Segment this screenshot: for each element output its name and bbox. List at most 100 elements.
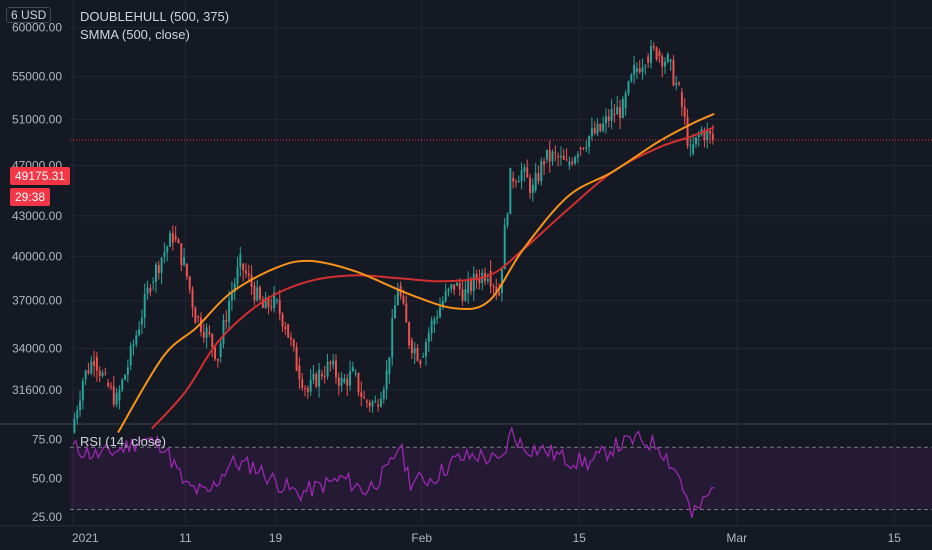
candle-body xyxy=(388,357,391,374)
candle-body xyxy=(253,285,256,301)
candle-body xyxy=(576,154,579,158)
candle-body xyxy=(579,147,582,149)
candle-body xyxy=(568,161,571,166)
candle-body xyxy=(177,239,180,244)
candle-body xyxy=(259,287,262,300)
candle-body xyxy=(363,396,366,399)
candle-body xyxy=(652,46,655,48)
candle-body xyxy=(391,318,394,358)
candle-body xyxy=(371,402,374,407)
candle-body xyxy=(183,257,186,266)
candle-body xyxy=(582,148,585,150)
candle-body xyxy=(315,374,318,387)
candle-body xyxy=(214,347,217,359)
candle-body xyxy=(489,270,492,287)
candle-body xyxy=(523,167,526,172)
candle-body xyxy=(571,161,574,164)
candle-body xyxy=(180,243,183,266)
candle-body xyxy=(211,333,214,348)
candle-body xyxy=(81,380,84,401)
smma-legend[interactable]: SMMA (500, close) xyxy=(80,27,190,42)
candle-body xyxy=(666,54,669,62)
candle-body xyxy=(529,177,532,193)
candle-body xyxy=(422,356,425,358)
rsi-legend[interactable]: RSI (14, close) xyxy=(80,434,166,449)
candle-body xyxy=(149,287,152,293)
candle-body xyxy=(236,267,239,284)
candle-body xyxy=(79,400,82,411)
candle-body xyxy=(512,177,515,182)
candle-body xyxy=(613,113,616,115)
candle-body xyxy=(135,335,138,345)
candle-body xyxy=(337,377,340,386)
candle-body xyxy=(472,273,475,292)
candle-body xyxy=(273,292,276,308)
time-tick-label: Feb xyxy=(411,531,432,545)
candle-body xyxy=(464,289,467,301)
candle-body xyxy=(557,156,560,158)
candle-body xyxy=(635,68,638,72)
candle-body xyxy=(554,151,557,153)
candle-body xyxy=(219,343,222,357)
price-tick-label: 43000.00 xyxy=(12,209,62,223)
candle-body xyxy=(154,264,157,282)
candle-body xyxy=(377,404,380,407)
candle-body xyxy=(191,289,194,308)
price-tick-label: 55000.00 xyxy=(12,70,62,84)
candle-body xyxy=(357,372,360,393)
candle-body xyxy=(242,263,245,271)
candle-body xyxy=(599,123,602,131)
candle-body xyxy=(453,284,456,290)
doublehull-legend[interactable]: DOUBLEHULL (500, 375) xyxy=(80,9,230,24)
rsi-line[interactable] xyxy=(72,426,715,519)
currency-label[interactable]: 6 USD xyxy=(6,7,52,23)
candle-body xyxy=(616,107,619,115)
candle-body xyxy=(396,289,399,306)
candle-body xyxy=(202,331,205,338)
candle-body xyxy=(199,317,202,332)
candle-body xyxy=(694,136,697,145)
candle-body xyxy=(278,299,281,314)
candle-body xyxy=(678,82,681,85)
candle-body xyxy=(270,306,273,308)
price-tick-label: 37000.00 xyxy=(12,294,62,308)
candle-body xyxy=(638,68,641,73)
candle-body xyxy=(619,107,622,118)
candle-body xyxy=(343,378,346,383)
candle-body xyxy=(318,369,321,387)
candle-body xyxy=(669,59,672,62)
candle-body xyxy=(138,329,141,336)
candle-body xyxy=(506,214,509,226)
candle-body xyxy=(329,361,332,364)
candle-body xyxy=(320,373,323,377)
candle-body xyxy=(146,287,149,294)
candle-body xyxy=(551,151,554,162)
candle-body xyxy=(112,386,115,405)
candle-body xyxy=(590,128,593,137)
candle-body xyxy=(374,401,377,403)
candle-body xyxy=(514,181,517,183)
candle-body xyxy=(461,289,464,301)
countdown-badge: 29:38 xyxy=(10,188,51,206)
candle-body xyxy=(680,92,683,107)
candle-body xyxy=(441,300,444,308)
candle-body xyxy=(225,320,228,322)
candle-body xyxy=(534,173,537,191)
price-tick-label: 40000.00 xyxy=(12,250,62,264)
candle-body xyxy=(332,360,335,366)
candle-body xyxy=(323,376,326,378)
candle-body xyxy=(675,82,678,86)
candle-body xyxy=(309,379,312,392)
candle-body xyxy=(419,360,422,364)
candle-body xyxy=(526,167,529,178)
candle-body xyxy=(385,370,388,390)
candle-body xyxy=(574,157,577,164)
candle-body xyxy=(517,181,520,183)
candle-body xyxy=(107,382,110,387)
candle-body xyxy=(76,410,79,419)
doublehull-line[interactable] xyxy=(117,112,715,434)
candle-body xyxy=(171,233,174,243)
candle-body xyxy=(416,347,419,361)
smma-line[interactable] xyxy=(151,126,715,430)
